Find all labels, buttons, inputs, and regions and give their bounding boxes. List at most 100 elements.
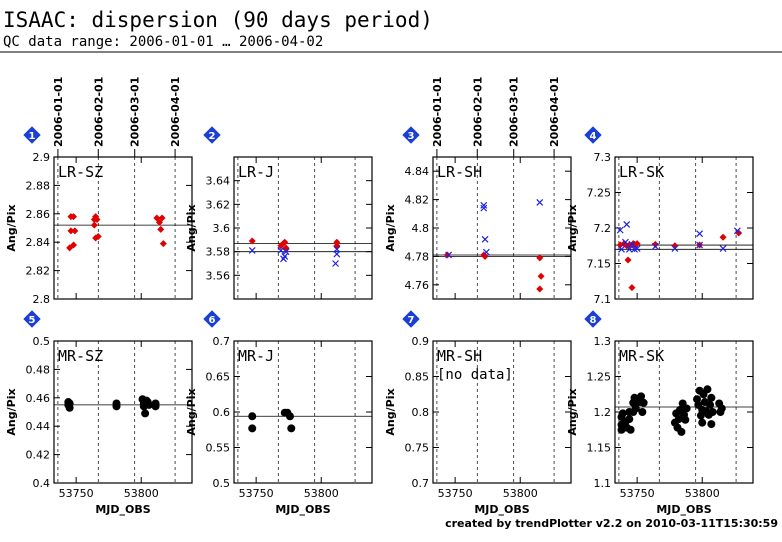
y-tick-label: 0.5 bbox=[33, 335, 51, 348]
y-tick-label: 0.44 bbox=[26, 420, 51, 433]
date-label: 2006-03-01 bbox=[508, 77, 521, 147]
panel-badge-icon bbox=[203, 310, 221, 328]
plot-frame bbox=[53, 340, 193, 484]
y-tick-label: 0.4 bbox=[33, 477, 51, 490]
x-axis-label: MJD_OBS bbox=[474, 503, 529, 516]
data-point bbox=[707, 420, 716, 429]
data-point bbox=[248, 247, 256, 254]
panel-label: LR-J bbox=[238, 163, 274, 181]
data-point bbox=[682, 404, 691, 413]
y-tick-label: 3.62 bbox=[206, 198, 231, 211]
y-tick-label: 0.6 bbox=[213, 406, 231, 419]
data-point bbox=[624, 256, 632, 264]
panel-number: 7 bbox=[408, 315, 415, 326]
data-point bbox=[158, 214, 166, 222]
y-tick-label: 3.64 bbox=[206, 175, 231, 188]
y-tick-label: 4.78 bbox=[405, 250, 430, 263]
data-point bbox=[445, 251, 453, 259]
data-point bbox=[639, 398, 648, 407]
y-tick-label: 2.84 bbox=[26, 236, 51, 249]
data-point bbox=[333, 238, 341, 246]
x-axis-label: MJD_OBS bbox=[95, 503, 150, 516]
y-axis-label: Ang/Pix bbox=[5, 388, 18, 435]
x-tick-label: 53750 bbox=[620, 487, 655, 500]
data-point bbox=[281, 252, 289, 260]
panel-badge-icon bbox=[203, 126, 221, 144]
data-point bbox=[248, 412, 257, 421]
data-point bbox=[65, 399, 74, 408]
data-point bbox=[248, 237, 256, 245]
data-point bbox=[706, 400, 715, 409]
y-tick-label: 1.1 bbox=[594, 477, 612, 490]
panel-mr-sh: 0.7 0.75 0.8 0.85 0.9 53750 53800 MJD_OBS Ang/Pi… bbox=[384, 310, 572, 516]
y-tick-label: 0.75 bbox=[405, 442, 430, 455]
data-point bbox=[70, 213, 78, 221]
data-point bbox=[333, 245, 341, 253]
panel-badge-icon bbox=[23, 126, 41, 144]
data-point bbox=[717, 404, 726, 413]
x-tick-label: 53750 bbox=[438, 487, 473, 500]
panel-lr-sh: 4.76 4.78 4.8 4.82 4.84 Ang/Pix 2006-01-01 2006… bbox=[384, 77, 572, 300]
data-point bbox=[480, 201, 488, 209]
data-point bbox=[536, 285, 544, 293]
panel-label: MR-SK bbox=[619, 347, 664, 365]
panel-number: 3 bbox=[408, 131, 415, 142]
data-point bbox=[703, 385, 712, 394]
data-point bbox=[281, 238, 289, 246]
data-point bbox=[93, 215, 101, 223]
y-tick-label: 0.9 bbox=[412, 335, 430, 348]
data-point bbox=[628, 240, 636, 248]
data-point bbox=[671, 245, 679, 253]
y-tick-label: 4.84 bbox=[405, 165, 430, 178]
data-point bbox=[623, 221, 631, 228]
data-point bbox=[618, 245, 625, 253]
y-axis-label: Ang/Pix bbox=[185, 204, 198, 251]
plot-grid: 2.8 2.82 2.84 2.86 2.88 2.9 Ang/Pix 2006-01-01 2… bbox=[5, 77, 754, 516]
y-axis-label: Ang/Pix bbox=[384, 204, 397, 251]
y-tick-label: 3.58 bbox=[206, 246, 231, 259]
data-point bbox=[332, 260, 339, 267]
data-point bbox=[625, 245, 633, 253]
x-tick-label: 53750 bbox=[59, 487, 94, 500]
y-tick-label: 7.1 bbox=[594, 293, 612, 306]
panel-badge-icon bbox=[584, 310, 602, 328]
y-axis-label: Ang/Pix bbox=[566, 204, 579, 251]
data-point bbox=[651, 243, 659, 250]
panel-label: MR-SH bbox=[437, 347, 482, 365]
y-tick-label: 4.8 bbox=[412, 222, 430, 235]
data-point bbox=[151, 402, 160, 411]
data-point bbox=[698, 418, 707, 427]
data-point bbox=[633, 240, 641, 248]
panel-number: 4 bbox=[590, 131, 597, 142]
panel-number: 6 bbox=[209, 315, 216, 326]
data-point bbox=[248, 424, 257, 433]
y-tick-label: 7.25 bbox=[587, 187, 612, 200]
y-tick-label: 4.82 bbox=[405, 194, 430, 207]
y-tick-label: 1.15 bbox=[587, 442, 612, 455]
y-tick-label: 0.85 bbox=[405, 371, 430, 384]
y-tick-label: 4.76 bbox=[405, 279, 430, 292]
data-point bbox=[626, 425, 635, 434]
data-point bbox=[94, 233, 102, 241]
panel-label: LR-SK bbox=[619, 163, 664, 181]
y-axis-label: Ang/Pix bbox=[566, 388, 579, 435]
x-axis-label: MJD_OBS bbox=[656, 503, 711, 516]
data-point bbox=[638, 408, 647, 416]
y-tick-label: 0.8 bbox=[412, 406, 430, 419]
y-tick-label: 1.3 bbox=[594, 335, 612, 348]
data-point bbox=[633, 245, 641, 253]
x-axis-label: MJD_OBS bbox=[275, 503, 330, 516]
data-point bbox=[651, 240, 659, 248]
data-point bbox=[480, 204, 488, 212]
y-tick-label: 0.46 bbox=[26, 392, 51, 405]
date-label: 2006-04-01 bbox=[169, 77, 182, 147]
data-point bbox=[677, 427, 686, 436]
data-point bbox=[719, 233, 727, 241]
panel-number: 5 bbox=[29, 315, 36, 326]
y-tick-label: 0.55 bbox=[206, 442, 231, 455]
y-tick-label: 0.42 bbox=[26, 449, 51, 462]
data-point bbox=[157, 225, 165, 233]
data-point bbox=[536, 254, 544, 262]
y-tick-label: 2.9 bbox=[33, 151, 51, 164]
date-label: 2006-01-01 bbox=[52, 77, 65, 147]
